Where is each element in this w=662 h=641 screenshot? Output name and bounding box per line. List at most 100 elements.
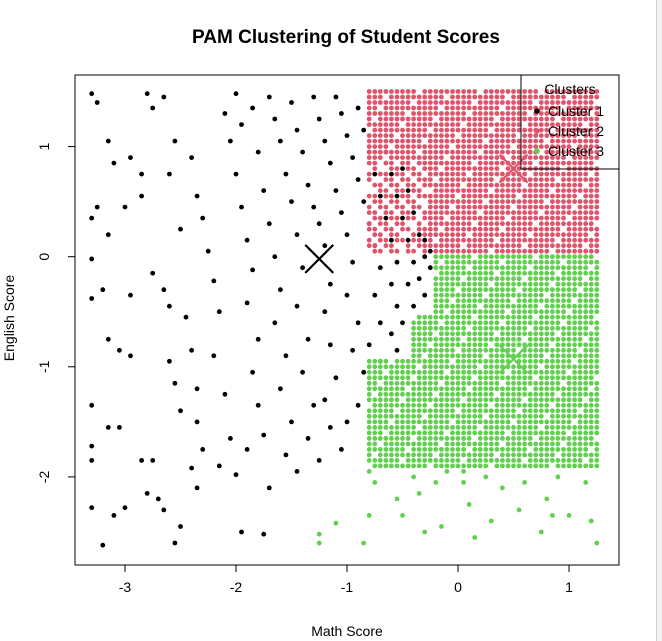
data-point (555, 358, 561, 364)
data-point (450, 210, 455, 216)
data-point (472, 408, 478, 414)
data-point (572, 447, 577, 452)
data-point (577, 447, 583, 452)
data-point (466, 425, 472, 430)
data-point (411, 210, 416, 216)
data-point (377, 248, 383, 254)
data-point (411, 325, 416, 331)
data-point (483, 204, 489, 210)
data-point (366, 122, 372, 127)
data-point (544, 100, 550, 105)
data-point (416, 193, 422, 199)
data-point (555, 265, 561, 271)
data-point (450, 436, 455, 441)
data-point (400, 138, 405, 144)
data-point (383, 100, 389, 105)
data-point (427, 408, 433, 414)
data-point (416, 386, 422, 392)
data-point (500, 447, 505, 452)
data-point (544, 237, 550, 243)
data-point (566, 226, 572, 232)
data-point (416, 116, 422, 122)
data-point (511, 149, 516, 155)
data-point (450, 375, 455, 381)
data-point (427, 221, 433, 227)
data-point (389, 281, 394, 287)
data-point (527, 182, 533, 188)
data-point (377, 425, 383, 430)
data-point (450, 259, 455, 265)
data-point (372, 89, 378, 94)
data-point (444, 298, 450, 304)
data-point (416, 358, 422, 364)
data-point (389, 193, 394, 199)
data-point (472, 342, 478, 348)
data-point (483, 458, 489, 463)
data-point (444, 336, 450, 342)
data-point (344, 419, 350, 425)
data-point (544, 386, 550, 392)
data-point (500, 419, 505, 425)
data-point (472, 281, 478, 287)
data-point (505, 248, 511, 254)
data-point (461, 155, 466, 161)
data-point (461, 353, 466, 359)
data-point (405, 364, 411, 370)
data-point (533, 452, 539, 458)
data-point (289, 419, 294, 425)
data-point (377, 94, 383, 100)
data-point (594, 331, 600, 337)
data-point (572, 270, 577, 276)
data-point (372, 463, 378, 469)
data-point (466, 276, 472, 282)
data-point (300, 265, 305, 271)
data-point (383, 149, 389, 155)
data-point (461, 463, 466, 469)
data-point (333, 188, 339, 194)
data-point (372, 425, 378, 430)
data-point (594, 122, 600, 127)
data-point (511, 199, 516, 205)
data-point (433, 425, 439, 430)
data-point (461, 138, 466, 144)
data-point (461, 221, 466, 227)
data-point (527, 463, 533, 469)
data-point (538, 248, 544, 254)
data-point (372, 171, 378, 177)
data-point (483, 171, 489, 177)
data-point (566, 237, 572, 243)
data-point (450, 254, 455, 260)
data-point (572, 413, 577, 419)
data-point (372, 243, 378, 249)
data-point (477, 441, 483, 447)
data-point (566, 133, 572, 139)
data-point (455, 270, 461, 276)
data-point (461, 364, 466, 370)
data-point (544, 221, 550, 227)
data-point (522, 210, 527, 216)
data-point (494, 243, 500, 249)
data-point (527, 210, 533, 216)
data-point (566, 513, 572, 518)
data-point (383, 425, 389, 430)
data-point (472, 116, 478, 122)
data-point (455, 232, 461, 238)
data-point (389, 458, 394, 463)
data-point (400, 94, 405, 100)
data-point (488, 447, 494, 452)
data-point (427, 380, 433, 386)
data-point (533, 364, 539, 370)
data-point (511, 182, 516, 188)
data-point (461, 436, 466, 441)
data-point (577, 122, 583, 127)
data-point (544, 298, 550, 304)
data-point (483, 155, 489, 161)
data-point (477, 413, 483, 419)
data-point (572, 210, 577, 216)
data-point (422, 342, 428, 348)
data-point (450, 188, 455, 194)
data-point (555, 408, 561, 414)
data-point (577, 391, 583, 397)
data-point (377, 89, 383, 94)
data-point (272, 320, 278, 326)
